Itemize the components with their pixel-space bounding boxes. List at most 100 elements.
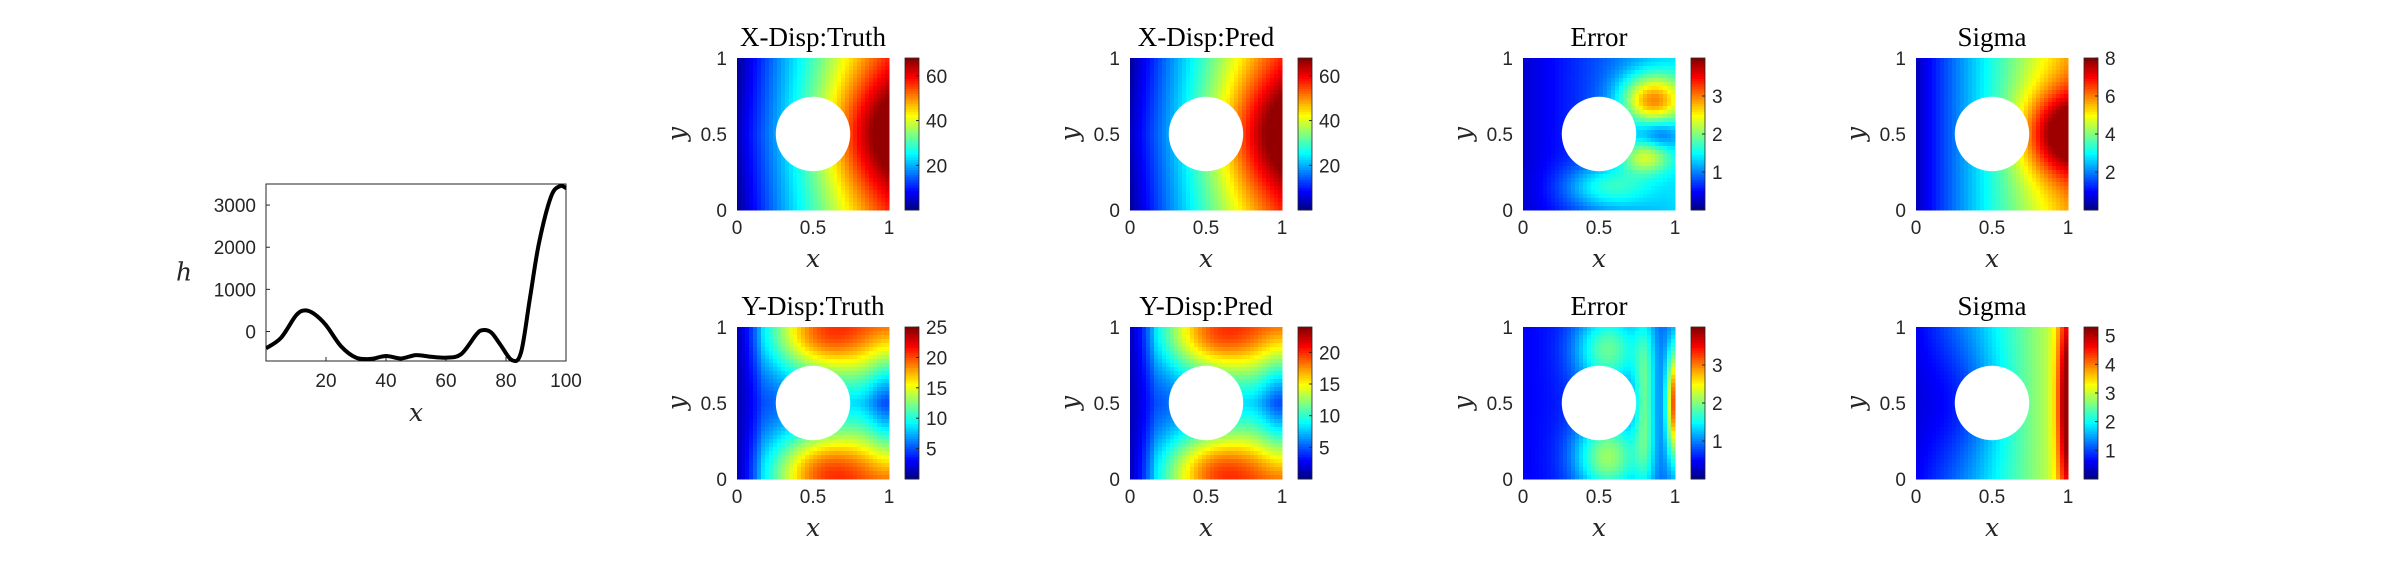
heatmap-cell <box>1138 138 1143 143</box>
heatmap-cell <box>833 206 838 211</box>
heatmap-cell <box>1571 162 1576 167</box>
heatmap-cell <box>1222 98 1227 103</box>
heatmap-cell <box>1154 162 1159 167</box>
heatmap-cell <box>1936 158 1941 163</box>
heatmap-cell <box>1647 158 1652 163</box>
heatmap-cell <box>777 78 782 83</box>
heatmap-cell <box>1531 86 1536 91</box>
heatmap-cell <box>1274 74 1279 79</box>
heatmap-cell <box>805 58 810 63</box>
heatmap-cell <box>1944 190 1949 195</box>
heatmap-cell <box>1154 86 1159 91</box>
heatmap-cell <box>1254 130 1259 135</box>
heatmap-cell <box>1659 134 1664 139</box>
heatmap-cell <box>797 66 802 71</box>
heatmap-cell <box>845 154 850 159</box>
colorbar-swatch <box>1298 149 1312 153</box>
heatmap-cell <box>861 126 866 131</box>
heatmap-cell <box>861 110 866 115</box>
heatmap-cell <box>829 190 834 195</box>
heatmap-cell <box>1567 90 1572 95</box>
heatmap-cell <box>781 102 786 107</box>
heatmap-cell <box>1944 198 1949 203</box>
heatmap-cell <box>1651 182 1656 187</box>
heatmap-cell <box>1190 198 1195 203</box>
heatmap-cell <box>861 170 866 175</box>
colorbar-swatch <box>1298 141 1312 145</box>
heatmap-cell <box>1146 146 1151 151</box>
heatmap-cell <box>809 206 814 211</box>
heatmap-cell <box>1182 78 1187 83</box>
y-tick-label: 3000 <box>214 196 256 217</box>
heatmap-cell <box>817 58 822 63</box>
heatmap-cell <box>1130 102 1135 107</box>
heatmap-cell <box>1222 70 1227 75</box>
heatmap-cell <box>853 130 858 135</box>
heatmap-cell <box>1254 190 1259 195</box>
heatmap-cell <box>793 70 798 75</box>
heatmap-cell <box>833 82 838 87</box>
heatmap-cell <box>1182 62 1187 67</box>
heatmap-cell <box>1940 118 1945 123</box>
heatmap-cell <box>1254 110 1259 115</box>
colorbar-swatch <box>905 80 919 84</box>
heatmap-cell <box>1214 74 1219 79</box>
heatmap-cell <box>1539 202 1544 207</box>
heatmap-cell <box>1595 174 1600 179</box>
heatmap-cell <box>849 198 854 203</box>
heatmap-cell <box>1920 174 1925 179</box>
heatmap-cell <box>1952 66 1957 71</box>
heatmap-cell <box>1916 122 1921 127</box>
heatmap-cell <box>1603 206 1608 211</box>
heatmap-cell <box>857 138 862 143</box>
heatmap-cell <box>1222 94 1227 99</box>
heatmap-cell <box>877 190 882 195</box>
heatmap-cell <box>801 66 806 71</box>
colorbar-swatch <box>1298 118 1312 122</box>
heatmap-cell <box>1627 170 1632 175</box>
heatmap-cell <box>761 198 766 203</box>
heatmap-cell <box>1150 106 1155 111</box>
heatmap-cell <box>1531 166 1536 171</box>
heatmap-cell <box>1134 154 1139 159</box>
heatmap-cell <box>1535 206 1540 211</box>
colorbar-swatch <box>905 172 919 176</box>
heatmap-cell <box>801 70 806 75</box>
heatmap-cell <box>1254 146 1259 151</box>
heatmap-cell <box>1146 126 1151 131</box>
heatmap-cell <box>1587 58 1592 63</box>
heatmap-cell <box>1936 138 1941 143</box>
heatmap-cell <box>1539 158 1544 163</box>
heatmap-cell <box>1274 202 1279 207</box>
heatmap-cell <box>781 70 786 75</box>
heatmap-cell <box>1551 62 1556 67</box>
heatmap-cell <box>1948 158 1953 163</box>
heatmap-cell <box>741 146 746 151</box>
heatmap-cell <box>861 178 866 183</box>
heatmap-cell <box>857 182 862 187</box>
heatmap-cell <box>765 142 770 147</box>
heatmap-cell <box>1539 126 1544 131</box>
heatmap-cell <box>793 82 798 87</box>
heatmap-cell <box>1924 182 1929 187</box>
heatmap-cell <box>1627 106 1632 111</box>
heatmap-cell <box>1154 82 1159 87</box>
heatmap-cell <box>1547 146 1552 151</box>
heatmap-cell <box>865 202 870 207</box>
heatmap-cell <box>1198 190 1203 195</box>
heatmap-cell <box>1254 170 1259 175</box>
heatmap-cell <box>1667 62 1672 67</box>
heatmap-cell <box>1555 106 1560 111</box>
heatmap-cell <box>1635 138 1640 143</box>
heatmap-cell <box>1551 158 1556 163</box>
heatmap-cell <box>785 58 790 63</box>
heatmap-cell <box>1940 194 1945 199</box>
heatmap-cell <box>1142 66 1147 71</box>
heatmap-cell <box>765 82 770 87</box>
heatmap-cell <box>881 102 886 107</box>
heatmap-cell <box>1619 58 1624 63</box>
heatmap-cell <box>1234 58 1239 63</box>
x-tick-label: 20 <box>315 371 336 392</box>
heatmap-cell <box>1627 74 1632 79</box>
heatmap-cell <box>853 162 858 167</box>
